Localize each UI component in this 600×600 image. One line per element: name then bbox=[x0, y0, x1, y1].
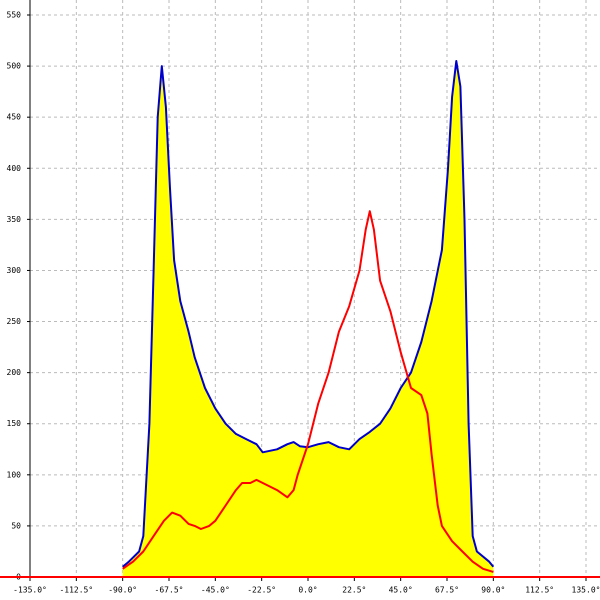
line bbox=[122, 210, 494, 573]
line bbox=[122, 60, 495, 568]
y-tick-label: 50 bbox=[11, 521, 21, 530]
y-tick-label: 100 bbox=[7, 470, 22, 479]
x-tick-label: 112.5° bbox=[525, 586, 554, 595]
y-tick-label: 350 bbox=[7, 215, 22, 224]
x-tick-label: 0.0° bbox=[298, 586, 317, 595]
x-tick-label: 45.0° bbox=[389, 586, 413, 595]
y-tick-label: 250 bbox=[7, 317, 22, 326]
x-tick-label: 22.5° bbox=[342, 586, 366, 595]
y-tick-label: 150 bbox=[7, 419, 22, 428]
x-tick-label: -135.0° bbox=[13, 586, 47, 595]
y-tick-label: 300 bbox=[7, 266, 22, 275]
y-tick-label: 200 bbox=[7, 368, 22, 377]
x-tick-label: 135.0° bbox=[572, 586, 600, 595]
y-tick-label: 450 bbox=[7, 113, 22, 122]
x-tick-label: 90.0° bbox=[481, 586, 505, 595]
x-tick-label: -45.0° bbox=[201, 586, 230, 595]
x-tick-label: -90.0° bbox=[108, 586, 137, 595]
x-tick-label: 67.5° bbox=[435, 586, 459, 595]
area bbox=[122, 61, 494, 577]
y-tick-label: 550 bbox=[7, 11, 22, 20]
x-tick-label: -112.5° bbox=[59, 586, 93, 595]
y-tick-label: 400 bbox=[7, 164, 22, 173]
x-tick-label: -67.5° bbox=[155, 586, 184, 595]
y-tick-label: 500 bbox=[7, 62, 22, 71]
x-tick-label: -22.5° bbox=[247, 586, 276, 595]
